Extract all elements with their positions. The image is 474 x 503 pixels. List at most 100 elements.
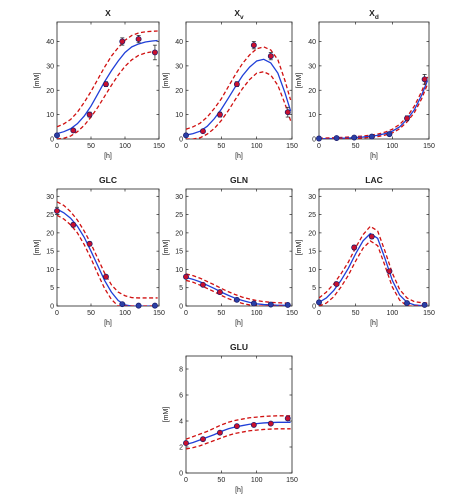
xv-data-point <box>250 42 257 49</box>
xd-data-point <box>316 135 322 142</box>
lac-confidence-upper-line <box>319 225 428 304</box>
glu-ytick-label: 6 <box>179 393 183 400</box>
x-ytick-label: 10 <box>46 112 54 119</box>
gln-ylabel: [mM] <box>163 240 170 256</box>
lac-xlabel: [h] <box>370 320 378 327</box>
xd-plot-area <box>319 76 429 139</box>
glc-data-point <box>103 273 109 280</box>
glu-title-main: GLU <box>230 342 248 352</box>
xd-ytick-label: 30 <box>308 63 316 70</box>
xd-title-main: X <box>369 8 375 18</box>
glu-data-point <box>200 436 206 443</box>
xv-data-point <box>200 128 206 135</box>
lac-data-point <box>368 233 375 240</box>
x-title-main: X <box>105 8 111 18</box>
gln-ytick-label: 10 <box>175 267 183 274</box>
xd-data-point <box>368 133 375 140</box>
glu-xtick-label: 150 <box>286 477 298 484</box>
glc-confidence-lower-line <box>57 214 158 306</box>
gln-data-point <box>233 296 240 303</box>
glu-data-point <box>183 440 189 447</box>
xd-xlabel: [h] <box>370 153 378 160</box>
xv-ytick-label: 30 <box>175 63 183 70</box>
x-data-point <box>103 81 109 88</box>
lac-xtick-label: 100 <box>386 310 398 317</box>
xd-xtick-label: 100 <box>386 143 398 150</box>
lac-data-point <box>404 300 410 307</box>
gln-ytick-label: 20 <box>175 230 183 237</box>
xd-xtick-label: 150 <box>423 143 435 150</box>
x-data-point <box>54 132 60 139</box>
glc-axes-box <box>56 188 160 307</box>
xv-title-main: X <box>234 8 240 18</box>
xv-xtick-label: 150 <box>286 143 298 150</box>
glu-xtick-label: 0 <box>184 477 188 484</box>
x-fit-line <box>57 39 158 135</box>
xv-title-subscript: v <box>240 14 244 21</box>
glc-xtick-label: 150 <box>153 310 165 317</box>
xv-confidence-upper-line <box>186 46 292 130</box>
x-xlabel: [h] <box>104 153 112 160</box>
panel-xd: 0 50 100 150 0 10 20 30 40 [h] [mM] Xd <box>296 8 435 160</box>
xv-data-point <box>267 53 274 60</box>
panel-xv: 0 50 100 150 0 10 20 30 40 [h] [mM] Xv <box>163 8 298 160</box>
lac-ylabel: [mM] <box>296 240 303 256</box>
glc-ytick-label: 15 <box>46 249 54 256</box>
gln-ytick-label: 25 <box>175 212 183 219</box>
lac-data-point <box>351 244 358 251</box>
xv-data-point <box>284 109 291 116</box>
gln-data-point <box>284 301 291 308</box>
x-ytick-label: 30 <box>46 63 54 70</box>
lac-ytick-label: 20 <box>308 230 316 237</box>
xv-confidence-lower-line <box>186 71 292 139</box>
x-ylabel: [mM] <box>34 73 41 89</box>
x-ytick-label: 40 <box>46 39 54 46</box>
x-ytick-label: 20 <box>46 88 54 95</box>
glu-data-point <box>267 420 274 427</box>
glu-ytick-label: 0 <box>179 471 183 478</box>
lac-ytick-label: 10 <box>308 267 316 274</box>
glu-data-point <box>284 415 291 422</box>
glc-xtick-label: 50 <box>87 310 95 317</box>
x-xtick-label: 50 <box>87 143 95 150</box>
x-axes-box <box>56 21 160 140</box>
lac-title-main: LAC <box>365 175 382 185</box>
gln-xtick-label: 50 <box>217 310 225 317</box>
glc-data-point <box>151 302 158 309</box>
gln-title: GLN <box>230 175 248 185</box>
x-data-point <box>151 49 158 56</box>
xv-axes-box <box>185 21 293 140</box>
xd-title: Xd <box>369 8 379 21</box>
x-plot-area <box>57 30 158 139</box>
glc-data-point <box>135 302 142 309</box>
glc-ytick-label: 30 <box>46 194 54 201</box>
xd-ytick-label: 10 <box>308 112 316 119</box>
panel-x: 0 50 100 150 0 10 20 30 40 [h] [mM] X <box>34 8 165 160</box>
glc-ytick-label: 0 <box>50 304 54 311</box>
glc-data-point <box>70 221 77 228</box>
x-confidence-lower-line <box>57 50 158 139</box>
xd-xtick-label: 50 <box>352 143 360 150</box>
xv-data-point <box>216 111 223 118</box>
gln-data-point <box>250 300 257 307</box>
lac-ytick-label: 30 <box>308 194 316 201</box>
xv-xtick-label: 50 <box>217 143 225 150</box>
glu-ylabel: [mM] <box>163 407 170 423</box>
glu-xtick-label: 100 <box>251 477 263 484</box>
lac-ytick-label: 15 <box>308 249 316 256</box>
glc-data-point <box>86 240 93 247</box>
glu-ytick-label: 2 <box>179 445 183 452</box>
xd-data-point <box>333 135 340 141</box>
glc-ytick-label: 20 <box>46 230 54 237</box>
lac-axes-box <box>318 188 430 307</box>
x-data-point <box>86 111 93 118</box>
xv-xtick-label: 0 <box>184 143 188 150</box>
xv-data-point <box>183 132 189 139</box>
glu-confidence-lower-line <box>186 428 291 450</box>
panel-glu: 0 50 100 150 0 2 4 6 8 [h] [mM] GLU <box>163 342 298 494</box>
glc-data-point <box>119 301 126 308</box>
gln-ytick-label: 15 <box>175 249 183 256</box>
panel-gln: 0 50 100 150 0 5 10 15 20 25 30 [h] [mM] GLN <box>163 175 298 327</box>
xd-xtick-label: 0 <box>317 143 321 150</box>
gln-confidence-upper-line <box>186 273 291 304</box>
